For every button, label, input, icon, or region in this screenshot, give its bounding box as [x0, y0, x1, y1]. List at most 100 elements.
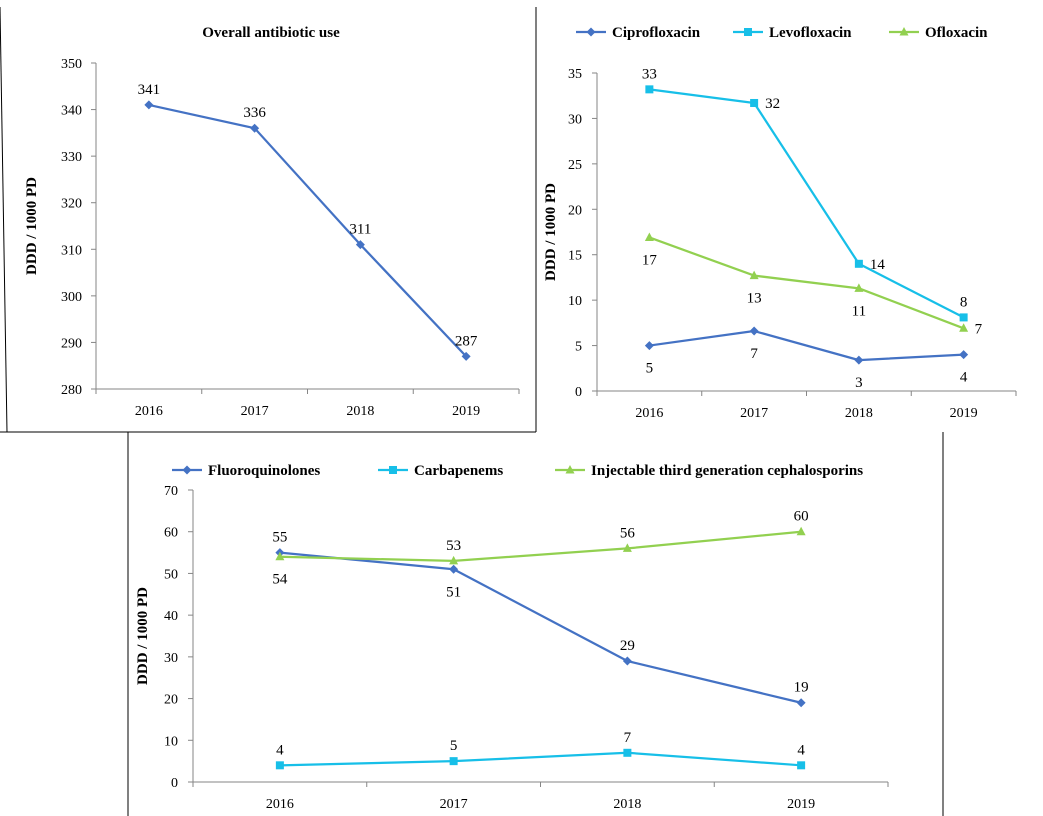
y-axis-title: DDD / 1000 PD [543, 183, 559, 281]
chart-1: 280 290 300 310 320 330 340 350 2016 2017 2018 2019… [24, 25, 520, 419]
legend-label: Ofloxacin [925, 25, 988, 41]
y-tick-label: 340 [61, 104, 82, 119]
x-tick-label: 2018 [613, 797, 641, 812]
data-point [749, 326, 759, 336]
x-tick-label: 2019 [950, 406, 978, 421]
y-tick-label: 20 [164, 693, 178, 708]
data-label: 32 [765, 96, 780, 112]
y-tick-label: 30 [164, 651, 178, 666]
series-1: 5 7 3 4 [644, 326, 969, 391]
y-tick-label: 0 [171, 776, 178, 791]
data-point [645, 85, 654, 94]
data-label: 54 [272, 572, 288, 588]
x-tick-label: 2019 [452, 404, 480, 419]
data-point [275, 551, 285, 561]
data-point [355, 240, 365, 250]
data-point [644, 232, 654, 241]
y-axis-title: DDD / 1000 PD [135, 587, 151, 685]
data-label: 11 [852, 303, 866, 319]
data-label: 53 [446, 538, 461, 554]
y-tick-label: 330 [61, 150, 82, 165]
legend-label: Injectable third generation cephalospori… [591, 463, 863, 479]
data-point [461, 351, 471, 361]
y-tick-label: 280 [61, 383, 82, 398]
x-tick-label: 2017 [440, 797, 468, 812]
y-tick-label: 25 [568, 158, 582, 173]
data-point [622, 543, 632, 552]
y-tick-label: 5 [575, 340, 582, 355]
data-point [749, 270, 759, 280]
series-1: 55 51 29 19 [272, 530, 809, 708]
x-tick-label: 2016 [266, 797, 294, 812]
series-line [649, 329, 964, 362]
data-point [959, 313, 968, 322]
data-label: 341 [138, 82, 161, 98]
x-tick-label: 2018 [346, 404, 374, 419]
data-label: 287 [455, 333, 478, 349]
data-label: 5 [646, 361, 654, 377]
data-point [796, 698, 806, 708]
data-label: 4 [276, 742, 284, 758]
legend-label: Ciprofloxacin [612, 25, 701, 41]
y-tick-label: 10 [568, 294, 582, 309]
series-line [648, 236, 965, 330]
x-tick-label: 2017 [241, 404, 269, 419]
data-label: 7 [975, 321, 983, 337]
legend-item: Ofloxacin [889, 25, 988, 41]
y-tick-label: 60 [164, 526, 178, 541]
series-line [148, 103, 467, 358]
legend-label: Levofloxacin [769, 25, 852, 41]
data-label: 13 [747, 291, 762, 307]
data-label: 14 [870, 257, 886, 273]
data-point [449, 564, 459, 574]
data-label: 60 [794, 509, 809, 525]
legend-label: Fluoroquinolones [208, 463, 320, 479]
y-tick-label: 290 [61, 336, 82, 351]
legend-label: Carbapenems [414, 463, 503, 479]
data-point [449, 555, 459, 565]
data-point [622, 656, 632, 666]
legend-marker [565, 465, 575, 474]
data-label: 4 [960, 370, 968, 386]
x-tick-label: 2016 [635, 406, 663, 421]
x-tick-label: 2017 [740, 406, 768, 421]
legend-marker [389, 466, 397, 474]
legend-item: Levofloxacin [733, 25, 852, 41]
data-point [644, 341, 654, 351]
legend-marker [899, 27, 909, 36]
chart-3: 0 10 20 30 40 50 60 70 2016 2017 2018 2019 DDD / 100… [135, 463, 889, 812]
series-line [279, 530, 802, 563]
legend-item: Ciprofloxacin [576, 25, 701, 41]
data-label: 19 [794, 680, 809, 696]
y-tick-label: 310 [61, 243, 82, 258]
y-tick-label: 35 [568, 67, 582, 82]
data-point [854, 259, 863, 268]
data-label: 33 [642, 66, 657, 82]
y-tick-label: 30 [568, 112, 582, 127]
x-tick-label: 2018 [845, 406, 873, 421]
data-label: 8 [960, 294, 968, 310]
data-label: 55 [272, 530, 287, 546]
legend-marker [586, 27, 596, 37]
data-point [144, 100, 154, 110]
y-tick-label: 350 [61, 57, 82, 72]
data-point [797, 761, 806, 770]
data-point [959, 350, 969, 360]
data-label: 17 [642, 252, 658, 268]
series-line [279, 551, 802, 704]
y-tick-label: 70 [164, 484, 178, 499]
y-tick-label: 300 [61, 290, 82, 305]
data-point [796, 526, 806, 536]
panel-border-line [0, 6, 8, 433]
series-2: 4 5 7 4 [275, 730, 806, 770]
legend-item: Carbapenems [378, 463, 503, 479]
y-tick-label: 50 [164, 567, 178, 582]
data-label: 7 [624, 730, 632, 746]
panel-borders [0, 6, 944, 816]
data-point [854, 283, 864, 292]
legend-item: Fluoroquinolones [172, 463, 320, 479]
x-tick-label: 2019 [787, 797, 815, 812]
